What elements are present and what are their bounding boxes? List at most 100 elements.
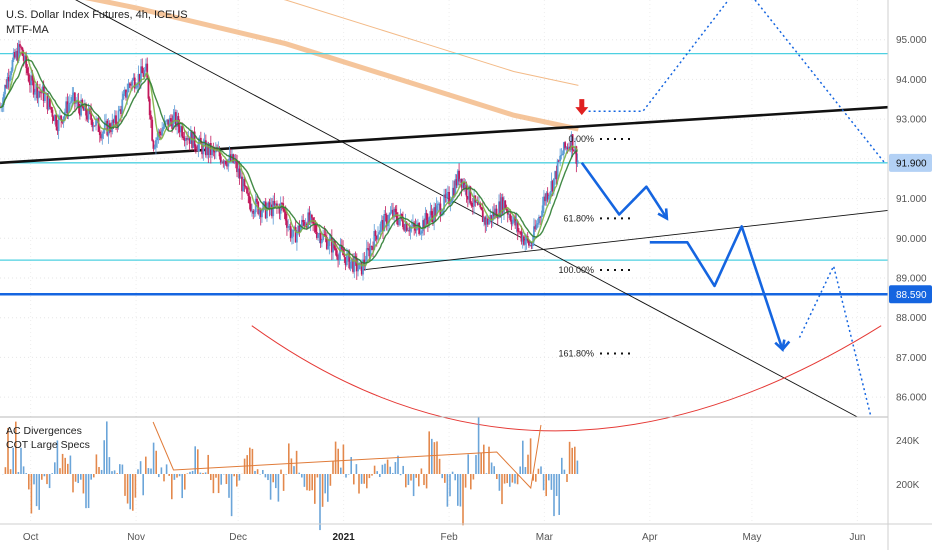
gridlines (0, 0, 888, 524)
candle-body (186, 138, 189, 140)
candle-body (562, 142, 565, 154)
candle-body (554, 171, 557, 179)
osc-bar (438, 458, 441, 474)
candle-body (518, 231, 520, 233)
osc-bar (116, 473, 118, 474)
price-tick-0: 95.000 (896, 35, 927, 46)
candle-body (9, 75, 11, 82)
candle-body (246, 187, 248, 194)
candle-body (243, 179, 246, 187)
candle-body (95, 119, 97, 126)
candle-body (161, 129, 164, 136)
candle-body (358, 262, 361, 270)
candle-body (434, 207, 437, 216)
candle-body (448, 191, 451, 205)
price-tick-9: 86.000 (896, 393, 927, 404)
candle-body (179, 126, 182, 133)
time-tick-6: Apr (642, 532, 658, 543)
price-axis[interactable]: 95.00094.00093.00092.00091.00090.00089.0… (896, 35, 927, 403)
candle-body (454, 179, 457, 196)
osc-bar (43, 474, 46, 477)
candle-body (258, 209, 261, 214)
candle-body (334, 248, 337, 251)
osc-bar (7, 427, 9, 474)
dotted-path-2 (798, 263, 872, 418)
osc-bar (498, 474, 501, 491)
candle-body (515, 220, 518, 226)
osc-bar (545, 474, 547, 497)
osc-bar (561, 457, 563, 474)
candle-body (184, 138, 187, 141)
osc-bar (381, 464, 384, 474)
candle-body (292, 229, 295, 237)
horizontal-levels[interactable] (0, 52, 888, 296)
candle-body (263, 201, 266, 203)
candle-body (352, 259, 354, 272)
candle-body (7, 77, 10, 82)
osc-bar (275, 474, 277, 489)
candle-body (488, 219, 490, 225)
candle-body (369, 246, 372, 257)
trendlines[interactable] (0, 0, 889, 418)
candle-body (524, 241, 527, 245)
osc-bar (470, 474, 472, 490)
projection-leg-1 (580, 162, 668, 220)
candle-body (248, 196, 251, 204)
candle-body (147, 77, 150, 99)
candle-body (450, 199, 453, 203)
candle-body (459, 178, 462, 182)
candle-body (283, 208, 286, 212)
candle-body (405, 222, 408, 231)
candle-body (247, 193, 250, 197)
osc-bar (394, 462, 397, 474)
osc-bar (264, 474, 267, 478)
candle-body (419, 233, 422, 235)
osc-bar (334, 441, 337, 474)
trendline-1 (75, 0, 858, 418)
osc-bar (376, 471, 378, 474)
candle-body (2, 94, 5, 106)
candle-body (511, 219, 514, 225)
candle-body (409, 226, 412, 232)
candle-body (73, 92, 76, 104)
candle-body (308, 212, 311, 223)
osc-bar (100, 469, 103, 474)
candle-body (165, 120, 167, 122)
candle-body (480, 207, 483, 211)
osc-bar (230, 474, 233, 517)
candle-body (112, 119, 115, 123)
osc-bar (113, 470, 116, 474)
candle-body (310, 214, 313, 218)
osc-bar (462, 474, 464, 526)
osc-bar (472, 474, 475, 480)
candle-body (503, 200, 505, 213)
time-axis[interactable]: Oct Nov Dec 2021 Feb Mar Apr May Jun (23, 532, 866, 543)
candle-body (136, 85, 139, 88)
osc-bar (178, 474, 181, 477)
osc-bar (119, 464, 121, 474)
candle-body (80, 99, 82, 116)
candle-body (329, 237, 332, 239)
candle-body (289, 226, 292, 239)
candle-body (281, 203, 283, 204)
osc-bar (542, 474, 545, 491)
candle-body (423, 220, 426, 229)
candle-body (125, 89, 127, 98)
price-tags: 91.900 88.590 (889, 153, 932, 304)
candle-body (548, 195, 550, 200)
candle-body (97, 118, 100, 132)
osc-bar (483, 444, 485, 474)
candle-body (12, 51, 15, 61)
osc-bar (134, 474, 137, 498)
osc-bar (129, 474, 131, 510)
candle-body (570, 134, 573, 151)
candle-body (146, 63, 149, 78)
candle-body (514, 216, 517, 226)
candle-body (183, 137, 186, 141)
candle-body (238, 168, 241, 179)
candle-body (496, 217, 499, 219)
osc-bar (371, 474, 373, 476)
candle-body (533, 226, 535, 242)
candle-body (72, 92, 75, 96)
